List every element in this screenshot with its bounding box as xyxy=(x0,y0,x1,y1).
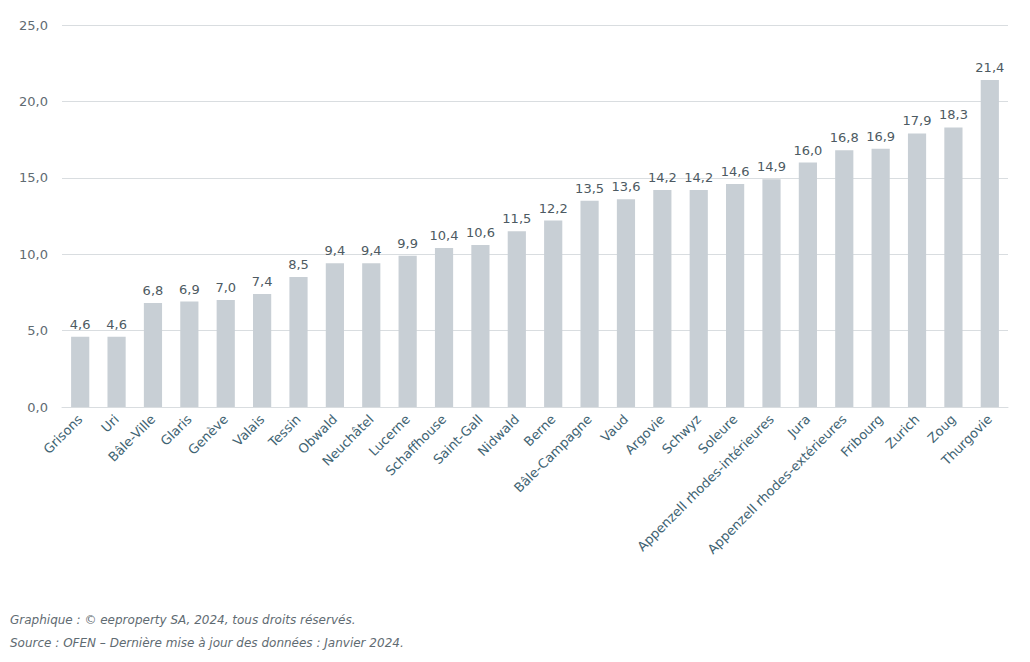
svg-text:0,0: 0,0 xyxy=(27,400,48,415)
svg-text:Obwald: Obwald xyxy=(295,411,341,457)
svg-text:Saint-Gall: Saint-Gall xyxy=(430,412,486,468)
svg-text:Vaud: Vaud xyxy=(598,412,631,445)
svg-text:17,9: 17,9 xyxy=(903,113,932,128)
svg-text:Uri: Uri xyxy=(98,412,122,436)
svg-text:Lucerne: Lucerne xyxy=(365,411,413,459)
svg-text:9,4: 9,4 xyxy=(325,243,346,258)
svg-text:Valais: Valais xyxy=(230,412,267,449)
svg-text:8,5: 8,5 xyxy=(288,257,309,272)
svg-text:Zurich: Zurich xyxy=(882,412,922,452)
svg-text:10,4: 10,4 xyxy=(430,228,459,243)
svg-text:16,0: 16,0 xyxy=(793,143,822,158)
svg-text:15,0: 15,0 xyxy=(19,170,48,185)
svg-text:13,5: 13,5 xyxy=(575,181,604,196)
svg-text:4,6: 4,6 xyxy=(106,317,127,332)
svg-text:Berne: Berne xyxy=(520,411,559,450)
svg-text:14,2: 14,2 xyxy=(684,170,713,185)
svg-text:9,4: 9,4 xyxy=(361,243,382,258)
svg-text:7,0: 7,0 xyxy=(215,280,236,295)
svg-text:6,8: 6,8 xyxy=(143,283,164,298)
svg-text:21,4: 21,4 xyxy=(975,60,1004,75)
svg-text:Soleure: Soleure xyxy=(695,411,741,457)
svg-text:6,9: 6,9 xyxy=(179,282,200,297)
svg-text:Genève: Genève xyxy=(185,412,231,458)
svg-text:10,6: 10,6 xyxy=(466,225,495,240)
svg-text:20,0: 20,0 xyxy=(19,94,48,109)
svg-text:Source : OFEN – Dernière mise: Source : OFEN – Dernière mise à jour des… xyxy=(10,636,404,650)
svg-text:Appenzell rhodes-intérieures: Appenzell rhodes-intérieures xyxy=(634,412,777,555)
svg-text:14,2: 14,2 xyxy=(648,170,677,185)
svg-text:14,9: 14,9 xyxy=(757,159,786,174)
svg-text:Tessin: Tessin xyxy=(265,411,304,450)
svg-text:Argovie: Argovie xyxy=(622,412,668,458)
svg-text:4,6: 4,6 xyxy=(70,317,91,332)
svg-text:Fribourg: Fribourg xyxy=(838,412,886,460)
svg-text:Bâle-Ville: Bâle-Ville xyxy=(105,412,158,465)
svg-text:Schaffhouse: Schaffhouse xyxy=(382,412,449,479)
svg-text:25,0: 25,0 xyxy=(19,18,48,33)
svg-text:13,6: 13,6 xyxy=(611,179,640,194)
svg-text:16,9: 16,9 xyxy=(866,129,895,144)
svg-text:10,0: 10,0 xyxy=(19,247,48,262)
svg-text:12,2: 12,2 xyxy=(539,201,568,216)
svg-text:16,8: 16,8 xyxy=(830,130,859,145)
svg-text:14,6: 14,6 xyxy=(721,164,750,179)
svg-text:Bâle-Campagne: Bâle-Campagne xyxy=(511,412,595,496)
svg-text:9,9: 9,9 xyxy=(397,236,418,251)
svg-text:11,5: 11,5 xyxy=(502,211,531,226)
svg-text:5,0: 5,0 xyxy=(27,323,48,338)
svg-text:Grisons: Grisons xyxy=(40,412,85,457)
svg-text:Schwyz: Schwyz xyxy=(659,411,704,457)
svg-text:Jura: Jura xyxy=(784,412,813,441)
svg-text:Nidwald: Nidwald xyxy=(475,412,522,459)
svg-text:18,3: 18,3 xyxy=(939,107,968,122)
svg-text:7,4: 7,4 xyxy=(252,274,273,289)
svg-text:Appenzell rhodes-extérieures: Appenzell rhodes-extérieures xyxy=(704,412,849,557)
svg-text:Thurgovie: Thurgovie xyxy=(938,412,995,469)
svg-text:Zoug: Zoug xyxy=(925,412,959,446)
svg-text:Neuchâtel: Neuchâtel xyxy=(319,412,376,469)
svg-text:Glaris: Glaris xyxy=(157,411,195,449)
svg-text:Graphique : © eeproperty SA, 2: Graphique : © eeproperty SA, 2024, tous … xyxy=(10,613,355,627)
